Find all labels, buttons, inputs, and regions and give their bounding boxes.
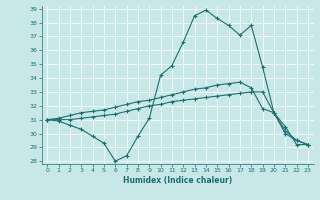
X-axis label: Humidex (Indice chaleur): Humidex (Indice chaleur) [123, 176, 232, 185]
